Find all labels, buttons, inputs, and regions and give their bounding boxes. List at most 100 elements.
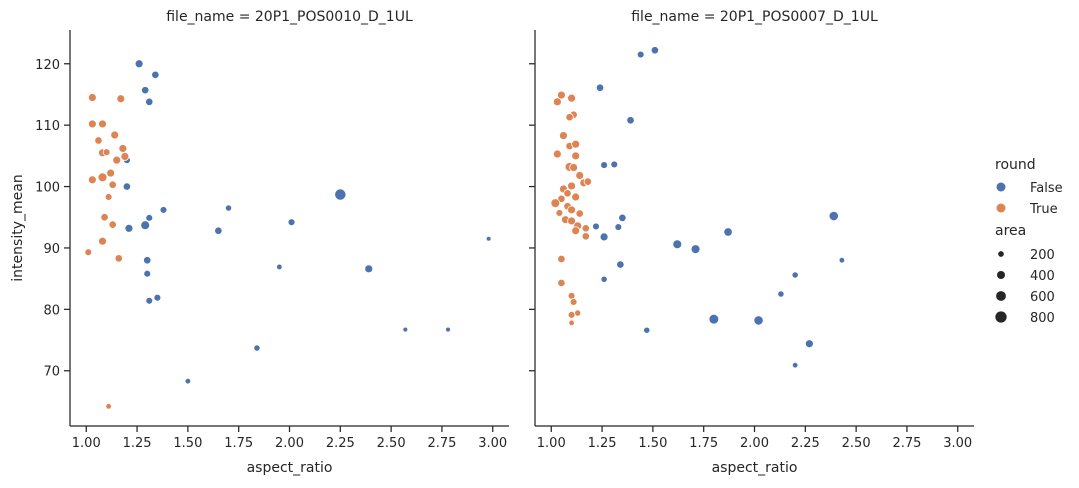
data-point — [87, 119, 97, 129]
data-point — [134, 59, 144, 69]
legend-size-marker — [998, 251, 1004, 257]
data-point — [402, 326, 409, 333]
data-point — [708, 313, 720, 325]
legend-size-title: area — [995, 223, 1026, 239]
y-axis-label: intensity_mean — [10, 174, 26, 281]
data-point — [557, 278, 566, 288]
x-tick-label: 1.75 — [224, 436, 253, 451]
data-point — [84, 248, 93, 257]
data-point — [112, 155, 122, 165]
data-point — [87, 93, 97, 102]
data-point — [141, 86, 150, 95]
data-point — [140, 220, 151, 231]
data-point — [224, 204, 233, 212]
data-point — [105, 403, 112, 410]
data-point — [102, 148, 111, 157]
data-point — [753, 315, 764, 326]
data-point — [214, 226, 223, 235]
y-axis-ticks — [529, 63, 535, 372]
data-point — [571, 139, 581, 149]
x-tick-label: 2.00 — [275, 436, 304, 451]
data-point — [108, 180, 117, 189]
x-tick-label: 2.75 — [892, 436, 921, 451]
legend-marker — [996, 182, 1006, 192]
data-point — [581, 232, 590, 241]
data-point — [253, 344, 261, 352]
data-point — [557, 194, 566, 203]
data-point — [106, 168, 116, 178]
data-point — [592, 222, 600, 231]
data-point — [804, 339, 814, 349]
panel-left: file_name = 20P1_POS0010_D_1UL 70 80 90 100… — [10, 9, 509, 476]
legend-label: 600 — [1030, 290, 1055, 305]
data-point — [334, 188, 347, 201]
data-point — [618, 213, 627, 223]
legend-size-marker — [995, 311, 1007, 323]
data-point — [672, 239, 683, 250]
data-point — [575, 171, 585, 180]
y-tick-label: 80 — [43, 303, 60, 318]
data-point — [552, 149, 562, 159]
data-point — [616, 260, 625, 269]
data-point — [153, 293, 162, 302]
x-tick-label: 2.25 — [326, 436, 355, 451]
data-point — [100, 213, 109, 222]
x-tick-label: 2.25 — [791, 436, 820, 451]
data-point — [568, 319, 575, 327]
data-point — [567, 311, 576, 319]
x-tick-label: 3.00 — [478, 436, 507, 451]
data-point — [614, 223, 623, 231]
x-tick-label: 2.00 — [740, 436, 769, 451]
legend-hue-title: round — [995, 157, 1036, 173]
data-point — [600, 275, 608, 283]
data-point — [276, 263, 283, 271]
data-point — [287, 218, 296, 227]
legend-size-items: 200 400 600 800 — [995, 248, 1055, 326]
data-point — [485, 235, 492, 242]
data-point — [557, 254, 566, 264]
data-point — [563, 189, 572, 198]
data-point — [557, 90, 566, 100]
data-point — [118, 144, 128, 153]
data-point — [445, 326, 451, 333]
x-axis-label: aspect_ratio — [712, 460, 798, 476]
data-point — [565, 113, 574, 122]
data-point — [98, 236, 107, 246]
legend-size-marker — [997, 271, 1005, 279]
data-point — [600, 161, 608, 169]
x-tick-label: 1.00 — [537, 436, 566, 451]
data-point — [610, 160, 619, 169]
data-points — [550, 46, 846, 369]
data-point — [159, 206, 168, 214]
data-point — [567, 205, 576, 215]
data-point — [550, 198, 561, 209]
data-point — [184, 377, 192, 385]
legend: round False True area 200 400 600 800 — [995, 157, 1063, 326]
y-tick-label: 110 — [35, 119, 60, 134]
x-axis-ticks: 1.00 1.25 1.50 1.75 2.00 2.25 2.50 2.75 3.00 — [72, 426, 507, 451]
data-point — [145, 97, 154, 106]
data-point — [599, 232, 609, 242]
y-tick-label: 100 — [35, 181, 60, 196]
data-point — [143, 269, 152, 278]
x-tick-label: 1.50 — [173, 436, 202, 451]
legend-label: 200 — [1030, 248, 1055, 263]
panel-title: file_name = 20P1_POS0007_D_1UL — [631, 9, 878, 25]
data-point — [583, 177, 592, 186]
y-axis-ticks: 70 80 90 100 110 120 — [35, 58, 70, 380]
y-tick-label: 70 — [43, 365, 60, 380]
data-point — [571, 226, 581, 236]
x-tick-label: 2.75 — [427, 436, 456, 451]
data-point — [151, 70, 160, 79]
legend-marker — [996, 203, 1006, 213]
data-point — [122, 182, 132, 191]
x-tick-label: 3.00 — [943, 436, 972, 451]
panel-right: file_name = 20P1_POS0007_D_1UL 1.00 1.25 1… — [529, 9, 974, 476]
data-point — [104, 193, 113, 201]
x-tick-label: 1.50 — [638, 436, 667, 451]
legend-label: False — [1030, 181, 1063, 196]
data-point — [97, 172, 108, 183]
data-point — [87, 175, 97, 185]
x-axis-ticks: 1.00 1.25 1.50 1.75 2.00 2.25 2.50 2.75 3.00 — [537, 426, 972, 451]
